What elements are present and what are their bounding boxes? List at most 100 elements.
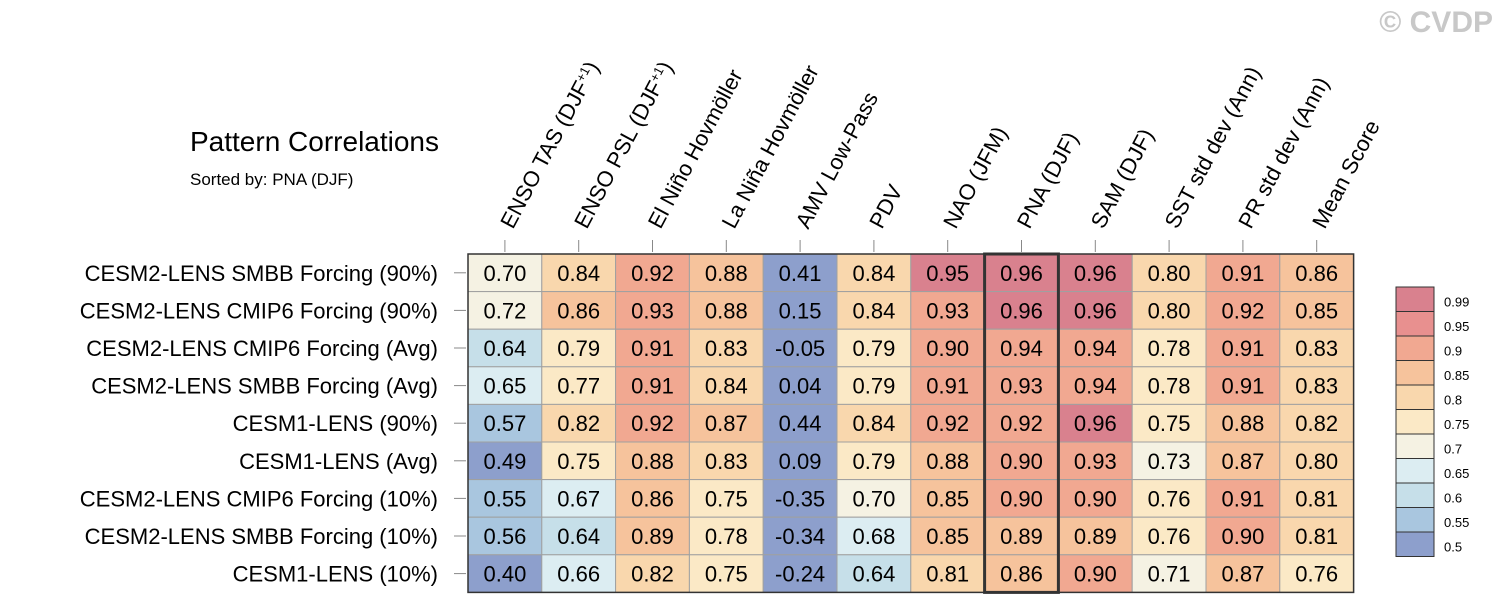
heatmap-cell — [615, 366, 690, 405]
cell-value-label: 0.75 — [705, 562, 748, 587]
cell-value-label: 0.83 — [705, 336, 748, 361]
cell-value-label: 0.90 — [1221, 524, 1264, 549]
heatmap-cell — [762, 366, 838, 405]
cell-value-label: 0.82 — [1295, 411, 1338, 436]
colorbar-label: 0.65 — [1444, 466, 1469, 481]
column-header-group: SAM (DJF) — [1086, 125, 1159, 233]
cell-value-label: 0.94 — [1074, 336, 1117, 361]
cell-value-label: 0.41 — [779, 261, 822, 286]
cell-value-label: 0.96 — [1000, 261, 1043, 286]
cell-value-label: 0.87 — [1221, 449, 1264, 474]
cell-value-label: 0.79 — [557, 336, 600, 361]
cell-value-label: 0.89 — [631, 524, 674, 549]
row-label: CESM1-LENS (10%) — [233, 562, 438, 587]
cell-value-label: 0.90 — [926, 336, 969, 361]
heatmap-cell — [688, 554, 764, 593]
colorbar-swatch — [1395, 311, 1435, 337]
cell-value-label: 0.88 — [1221, 411, 1264, 436]
heatmap-cell — [615, 403, 690, 443]
colorbar-swatch — [1395, 507, 1435, 533]
heatmap-cell — [910, 366, 986, 405]
colorbar-swatch — [1395, 335, 1435, 361]
heatmap-cell — [984, 366, 1059, 405]
cell-value-label: 0.86 — [557, 298, 600, 323]
heatmap-cell — [762, 441, 838, 481]
cell-value-label: 0.15 — [779, 298, 822, 323]
cell-value-label: 0.75 — [705, 486, 748, 511]
heatmap-cell — [615, 554, 690, 593]
column-header-group: PDV — [864, 180, 907, 232]
cell-value-label: 0.83 — [1295, 336, 1338, 361]
cell-value-label: -0.35 — [775, 486, 825, 511]
colorbar-swatch — [1395, 433, 1435, 459]
cell-value-label: 0.49 — [483, 449, 526, 474]
chart-title: Pattern Correlations — [190, 126, 440, 157]
cell-value-label: 0.64 — [483, 336, 526, 361]
cell-value-label: 0.70 — [483, 261, 526, 286]
heatmap-cell — [910, 253, 986, 293]
row-label: CESM2-LENS CMIP6 Forcing (Avg) — [86, 336, 438, 361]
cell-value-label: 0.93 — [926, 298, 969, 323]
heatmap-cell — [1205, 403, 1281, 443]
cell-value-label: 0.67 — [557, 486, 600, 511]
cell-value-label: 0.76 — [1148, 524, 1191, 549]
cell-value-label: -0.05 — [775, 336, 825, 361]
colorbar-label: 0.5 — [1444, 540, 1462, 555]
cell-value-label: 0.92 — [631, 411, 674, 436]
heatmap-cell — [984, 403, 1059, 443]
column-header-group: NAO (JFM) — [938, 122, 1012, 232]
cell-value-label: 0.78 — [1148, 374, 1191, 399]
cell-value-label: 0.96 — [1000, 298, 1043, 323]
cell-value-label: 0.64 — [852, 562, 895, 587]
cell-value-label: 0.80 — [1295, 449, 1338, 474]
cell-value-label: 0.92 — [1221, 298, 1264, 323]
cell-value-label: 0.88 — [926, 449, 969, 474]
heatmap-cell — [541, 441, 617, 481]
column-header: PNA (DJF) — [1012, 128, 1083, 233]
cell-value-label: 0.77 — [557, 374, 600, 399]
cell-value-label: 0.81 — [1295, 486, 1338, 511]
cell-value-label: 0.65 — [483, 374, 526, 399]
heatmap-cell — [688, 441, 764, 481]
heatmap-cell — [615, 441, 690, 481]
cell-value-label: 0.94 — [1074, 374, 1117, 399]
cell-value-label: 0.91 — [1221, 486, 1264, 511]
heatmap-cell — [615, 291, 690, 330]
cell-value-label: 0.91 — [1221, 336, 1264, 361]
heatmap-cell — [1057, 291, 1133, 330]
colorbar-label: 0.6 — [1444, 491, 1462, 506]
heatmap-cell — [910, 516, 986, 556]
heatmap-cell — [836, 253, 912, 293]
cell-value-label: 0.91 — [1221, 374, 1264, 399]
cell-value-label: 0.80 — [1148, 261, 1191, 286]
cell-value-label: 0.44 — [779, 411, 822, 436]
heatmap-cell — [615, 516, 690, 556]
highlighted-column-box — [983, 252, 1060, 594]
cell-value-label: 0.86 — [1295, 261, 1338, 286]
row-label: CESM2-LENS SMBB Forcing (90%) — [85, 261, 438, 286]
cell-value-label: 0.86 — [631, 486, 674, 511]
cell-value-label: 0.57 — [483, 411, 526, 436]
heatmap-cell — [688, 291, 764, 330]
heatmap-cell — [541, 291, 617, 330]
colorbar-swatch — [1395, 360, 1435, 386]
cell-value-label: 0.91 — [1221, 261, 1264, 286]
cell-value-label: 0.73 — [1148, 449, 1191, 474]
cell-value-label: 0.93 — [1074, 449, 1117, 474]
column-header: PDV — [864, 180, 907, 232]
colorbar-swatch — [1395, 482, 1435, 508]
heatmap-cell — [1279, 328, 1355, 368]
cell-value-label: 0.95 — [926, 261, 969, 286]
cell-value-label: 0.84 — [557, 261, 600, 286]
cell-value-label: 0.75 — [557, 449, 600, 474]
cell-value-label: -0.24 — [775, 562, 825, 587]
heatmap-cell — [1205, 479, 1281, 518]
cell-value-label: 0.80 — [1148, 298, 1191, 323]
cell-value-label: 0.85 — [926, 524, 969, 549]
row-label: CESM2-LENS SMBB Forcing (Avg) — [91, 374, 438, 399]
heatmap-cell — [836, 554, 912, 593]
cell-value-label: 0.88 — [705, 261, 748, 286]
cell-value-label: 0.91 — [631, 374, 674, 399]
cell-value-label: 0.70 — [852, 486, 895, 511]
